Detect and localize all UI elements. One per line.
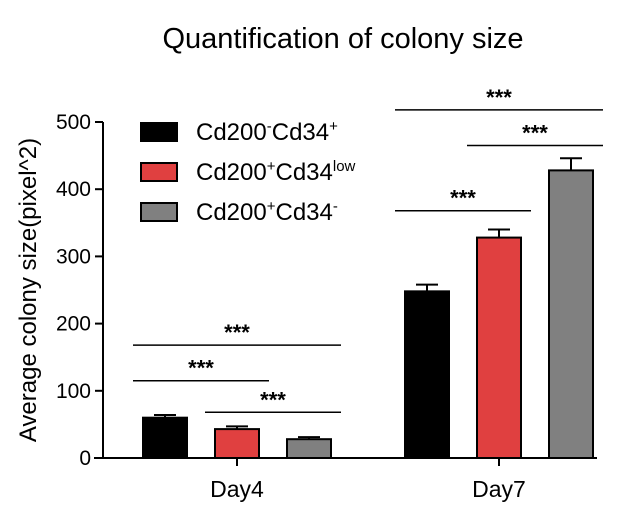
legend-label-text: Cd34 [276,199,333,226]
bar [142,416,188,459]
plot-area: 0 100 200 300 400 500 Day4 Day7 *** *** *** *** *** *… [56,85,603,502]
bar [214,428,260,460]
y-axis-label: Average colony size(pixel^2) [15,138,42,442]
significance-label: *** [260,387,286,412]
significance-label: *** [188,356,214,381]
significance-label: *** [450,186,476,211]
legend-label-superscript: + [267,198,276,215]
y-tick-label: 200 [56,313,91,336]
legend-label-text: Cd34 [276,159,333,186]
legend-label-text: Cd200 [196,159,267,186]
x-tick-label: Day7 [472,476,526,502]
legend-label-superscript: - [333,198,338,215]
bar [286,438,332,459]
legend-label-text: Cd34 [272,119,329,146]
y-tick-label: 500 [56,111,91,134]
significance-label: *** [486,85,512,110]
legend-label-text: Cd200 [196,119,267,146]
y-tick-label: 300 [56,245,91,268]
legend-label-superscript: low [333,158,356,175]
x-tick-label: Day4 [210,476,264,502]
legend-label: Cd200-Cd34+ [196,118,338,146]
bar [548,169,594,459]
legend-label: Cd200+Cd34- [196,198,338,226]
legend-label-superscript: - [267,118,272,135]
legend-label: Cd200+Cd34low [196,158,356,186]
bar [476,236,522,459]
legend-swatch [140,162,178,182]
y-tick-label: 400 [56,178,91,201]
legend-swatch [140,122,178,142]
y-tick-label: 100 [56,380,91,403]
significance-label: *** [522,121,548,146]
legend-label-superscript: + [329,118,338,135]
legend-swatch [140,202,178,222]
chart-title: Quantification of colony size [162,23,523,55]
legend-label-text: Cd200 [196,199,267,226]
y-tick-label: 0 [79,447,91,470]
legend-label-superscript: + [267,158,276,175]
bar [404,290,450,459]
significance-label: *** [224,320,250,345]
